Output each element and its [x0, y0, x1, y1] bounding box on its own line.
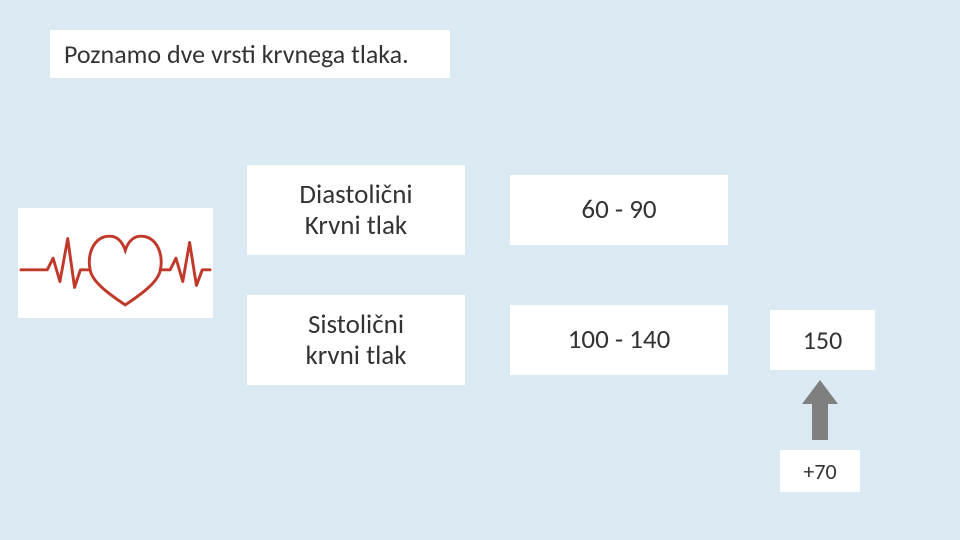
systolic-range: 100 - 140 — [568, 324, 671, 355]
increment-box: +70 — [780, 450, 860, 492]
diastolic-range: 60 - 90 — [581, 194, 656, 225]
systolic-label-box: Sistolični krvni tlak — [247, 295, 465, 385]
systolic-extra-box: 150 — [770, 310, 875, 370]
diastolic-line2: Krvni tlak — [305, 209, 407, 242]
title-text: Poznamo dve vrsti krvnega tlaka. — [64, 38, 409, 70]
title-box: Poznamo dve vrsti krvnega tlaka. — [50, 30, 450, 78]
systolic-range-box: 100 - 140 — [510, 305, 728, 375]
increment-label: +70 — [803, 458, 836, 485]
heart-ecg-icon — [18, 208, 213, 318]
diastolic-label-box: Diastolični Krvni tlak — [247, 165, 465, 255]
systolic-label: Sistolični krvni tlak — [305, 309, 406, 371]
diastolic-label: Diastolični Krvni tlak — [299, 179, 412, 241]
diastolic-line1: Diastolični — [299, 178, 412, 211]
systolic-line2: krvni tlak — [305, 339, 406, 372]
heart-ecg-icon-box — [18, 208, 213, 318]
up-arrow-icon — [800, 378, 840, 444]
systolic-line1: Sistolični — [308, 308, 404, 341]
diastolic-range-box: 60 - 90 — [510, 175, 728, 245]
systolic-extra: 150 — [803, 324, 843, 356]
